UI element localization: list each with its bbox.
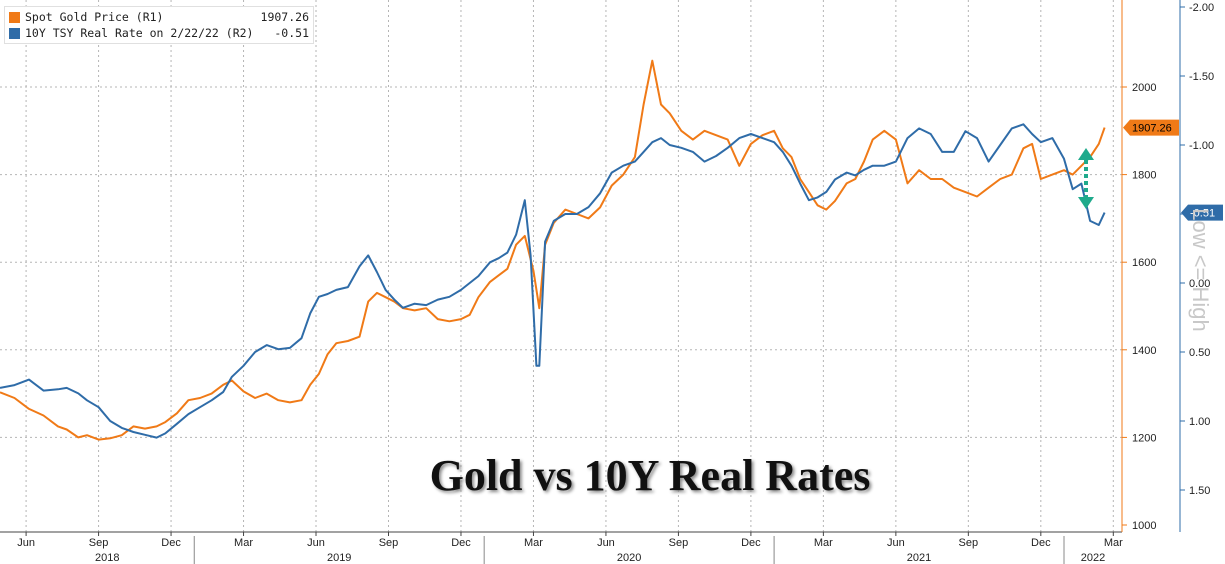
gold-price-line — [0, 59, 1106, 441]
rate-last-value-tag — [1181, 204, 1223, 221]
r2-tick-label: 1.50 — [1189, 485, 1210, 497]
legend-item-gold: Spot Gold Price (R1) 1907.26 — [9, 9, 309, 25]
r2-tick-label: -1.00 — [1189, 140, 1214, 152]
x-tick-label: Dec — [161, 537, 181, 549]
year-label: 2020 — [617, 552, 641, 564]
year-label: 2021 — [907, 552, 931, 564]
r1-tick-label: 2000 — [1132, 82, 1156, 94]
x-tick-label: Jun — [17, 537, 35, 549]
x-tick-label: Jun — [887, 537, 905, 549]
r1-tick-label: 1800 — [1132, 170, 1156, 182]
arrow-up-icon — [1078, 148, 1094, 160]
gold-swatch-icon — [9, 11, 20, 23]
x-tick-label: Jun — [307, 537, 325, 549]
r2-tick-label: -2.00 — [1189, 2, 1214, 14]
x-tick-label: Dec — [1031, 537, 1051, 549]
r2-tick-label: -1.50 — [1189, 71, 1214, 83]
legend-item-rate: 10Y TSY Real Rate on 2/22/22 (R2) -0.51 — [9, 25, 309, 41]
x-tick-label: Mar — [524, 537, 543, 549]
gold-last-value: 1907.26 — [1132, 123, 1172, 135]
x-tick-label: Sep — [959, 537, 979, 549]
x-tick-label: Dec — [451, 537, 471, 549]
r2-tick-label: 0.00 — [1189, 278, 1210, 290]
r1-tick-label: 1600 — [1132, 257, 1156, 269]
x-tick-label: Sep — [379, 537, 399, 549]
r1-tick-label: 1000 — [1132, 520, 1156, 532]
x-tick-label: Mar — [234, 537, 253, 549]
legend-rate-label: 10Y TSY Real Rate on 2/22/22 (R2) — [25, 26, 254, 40]
year-label: 2019 — [327, 552, 351, 564]
rate-swatch-icon — [9, 27, 20, 39]
grid-lines — [0, 0, 1122, 532]
legend-gold-label: Spot Gold Price (R1) — [25, 10, 164, 24]
rate-last-value: -0.51 — [1190, 208, 1215, 220]
legend-gold-value: 1907.26 — [260, 10, 309, 24]
x-tick-label: Sep — [669, 537, 689, 549]
real-rate-line — [0, 123, 1106, 439]
year-label: 2018 — [95, 552, 119, 564]
arrow-down-icon — [1078, 197, 1094, 209]
r2-tick-label: 0.50 — [1189, 347, 1210, 359]
series-layer — [0, 59, 1106, 441]
range-arrow — [1078, 148, 1094, 209]
x-tick-label: Jun — [597, 537, 615, 549]
year-label: 2022 — [1081, 552, 1105, 564]
x-tick-label: Dec — [741, 537, 761, 549]
x-tick-label: Mar — [814, 537, 833, 549]
chart-legend: Spot Gold Price (R1) 1907.26 10Y TSY Rea… — [4, 6, 314, 44]
r2-tick-label: 1.00 — [1189, 416, 1210, 428]
r1-tick-label: 1200 — [1132, 432, 1156, 444]
r1-tick-label: 1400 — [1132, 345, 1156, 357]
legend-rate-value: -0.51 — [274, 26, 309, 40]
x-tick-label: Sep — [89, 537, 109, 549]
x-tick-label: Mar — [1104, 537, 1123, 549]
gold-last-value-tag — [1123, 119, 1179, 136]
